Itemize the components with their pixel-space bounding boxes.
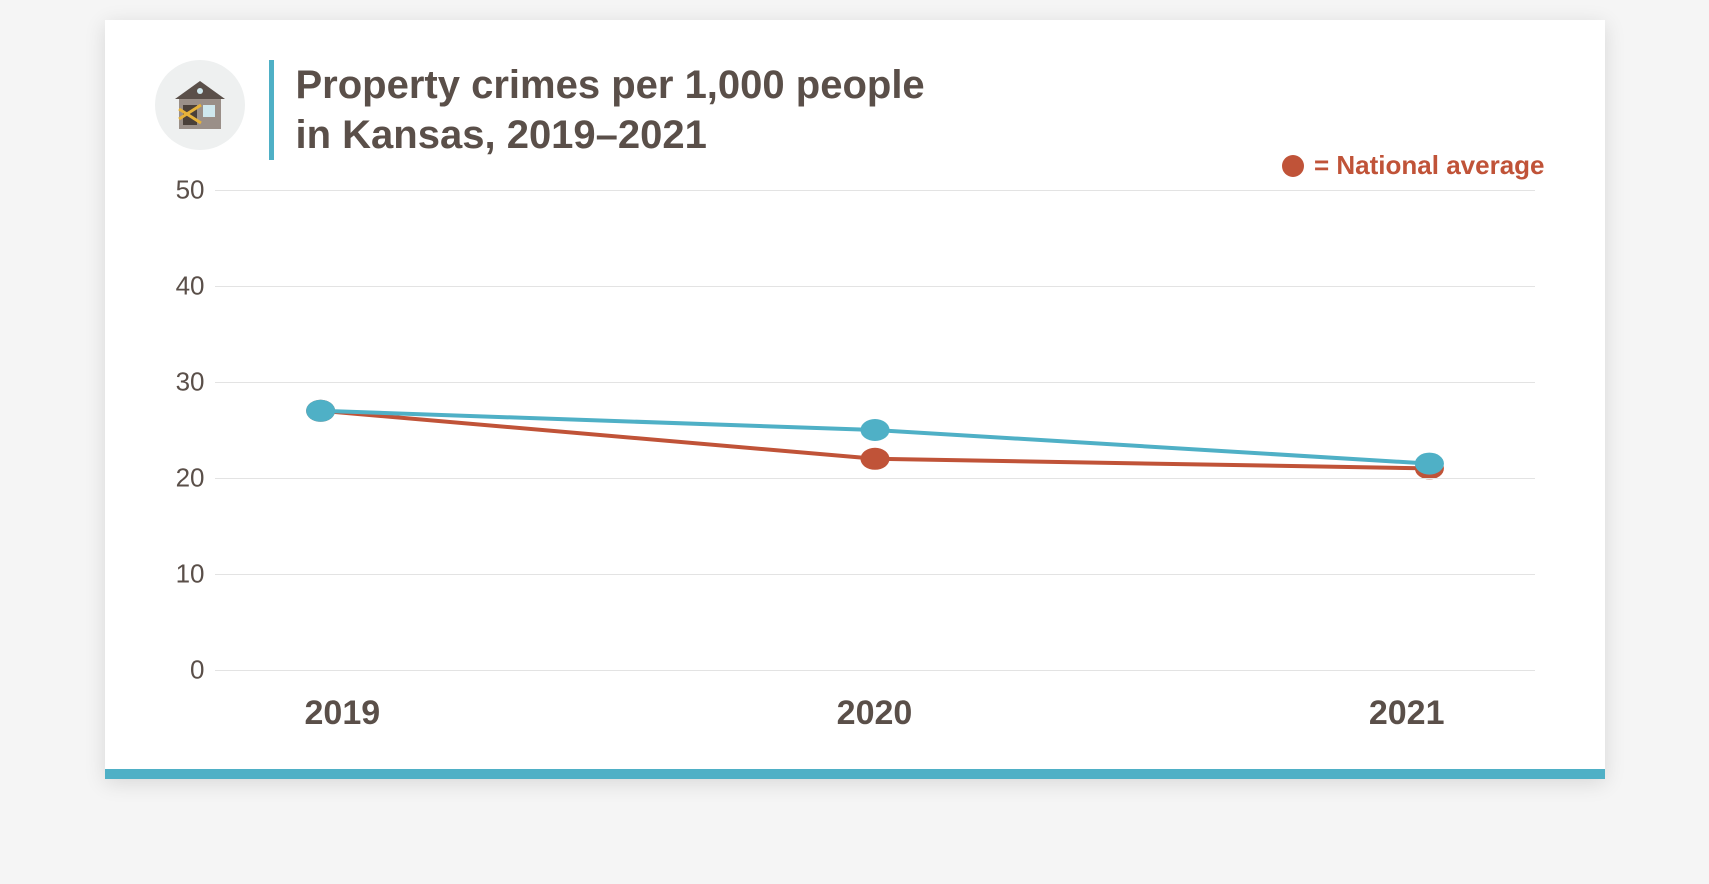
gridline [215, 286, 1535, 287]
y-tick-label: 20 [165, 463, 205, 494]
chart-title: Property crimes per 1,000 people in Kans… [296, 60, 925, 160]
gridline [215, 382, 1535, 383]
house-crime-icon [155, 60, 245, 150]
x-tick-label: 2019 [305, 694, 381, 733]
gridline [215, 478, 1535, 479]
header-row: Property crimes per 1,000 people in Kans… [155, 60, 1555, 160]
title-line-2: in Kansas, 2019–2021 [296, 113, 707, 157]
gridline [215, 670, 1535, 671]
kansas-marker [860, 419, 889, 441]
title-line-1: Property crimes per 1,000 people [296, 63, 925, 107]
title-wrap: Property crimes per 1,000 people in Kans… [269, 60, 925, 160]
gridline [215, 190, 1535, 191]
kansas-marker [1414, 453, 1443, 475]
legend-marker-icon [1282, 155, 1304, 177]
x-tick-label: 2021 [1369, 694, 1445, 733]
gridline [215, 574, 1535, 575]
y-tick-label: 10 [165, 559, 205, 590]
legend-label: = National average [1314, 150, 1545, 181]
y-tick-label: 50 [165, 175, 205, 206]
x-axis-labels: 2019 2020 2021 [215, 670, 1535, 733]
line-layer [215, 190, 1535, 670]
legend: = National average [1282, 150, 1545, 181]
plot-area: 01020304050 [215, 190, 1535, 670]
y-tick-label: 40 [165, 271, 205, 302]
national-marker [860, 448, 889, 470]
y-tick-label: 30 [165, 367, 205, 398]
kansas-marker [306, 400, 335, 422]
x-tick-label: 2020 [837, 694, 913, 733]
chart-card: Property crimes per 1,000 people in Kans… [105, 20, 1605, 779]
bottom-accent-bar [105, 769, 1605, 779]
y-tick-label: 0 [165, 655, 205, 686]
chart-zone: 01020304050 2019 2020 2021 [155, 190, 1555, 733]
